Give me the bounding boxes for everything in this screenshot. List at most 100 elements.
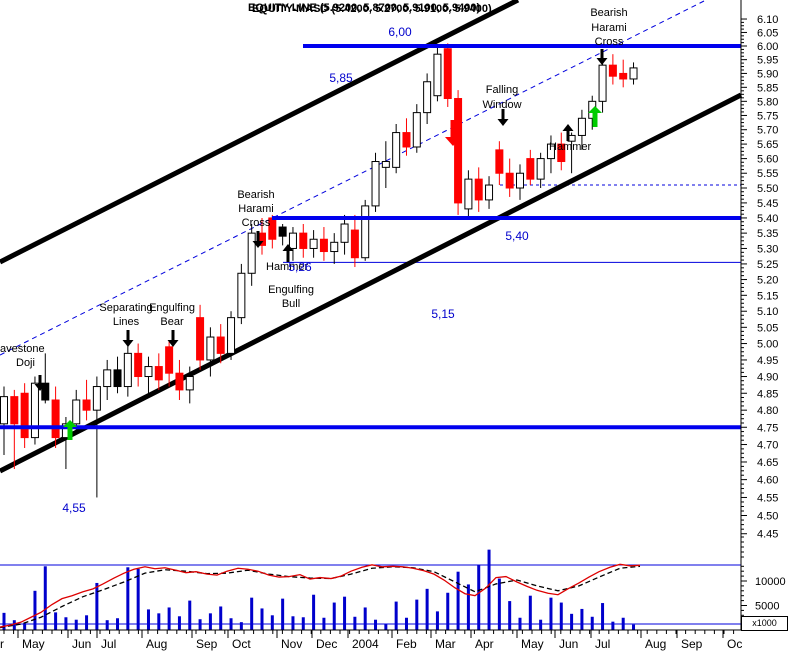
- pattern-annotation: Harami: [591, 22, 626, 34]
- price-axis-tick-label: 5.85: [757, 82, 778, 94]
- candlestick: [41, 382, 50, 401]
- volume-bar: [312, 594, 316, 630]
- volume-bar: [188, 600, 192, 630]
- price-axis-tick-label: 5.50: [757, 183, 778, 195]
- month-axis-label: Apr: [475, 637, 494, 651]
- pattern-annotation: Falling: [486, 84, 518, 96]
- candlestick: [82, 399, 91, 411]
- price-level-label: 5,15: [431, 307, 455, 321]
- month-axis-label: May: [22, 637, 45, 651]
- price-axis-tick-label: 5.30: [757, 243, 778, 255]
- price-axis-tick-label: 5.65: [757, 139, 778, 151]
- price-axis-tick-label: 5.80: [757, 96, 778, 108]
- price-axis-tick-label: 5.90: [757, 68, 778, 80]
- candlestick: [577, 117, 586, 136]
- month-axis-label: Sep: [681, 637, 703, 651]
- month-axis-label: May: [521, 637, 544, 651]
- price-axis-tick-label: 5.55: [757, 168, 778, 180]
- price-axis-tick-label: 4.85: [757, 388, 778, 400]
- volume-bar: [394, 601, 398, 630]
- price-axis-tick-label: 5.95: [757, 55, 778, 67]
- month-axis-label: r: [0, 637, 4, 651]
- price-axis-tick-label: 6.00: [757, 41, 778, 53]
- price-axis-tick-label: 4.55: [757, 492, 778, 504]
- volume-bar: [343, 596, 347, 630]
- price-axis-tick-label: 4.90: [757, 372, 778, 384]
- chart-title-secondary: EQUITY-MASD (5.4200, 5.2700, 5.9100, 5.9…: [252, 3, 492, 15]
- volume-bar: [219, 606, 223, 630]
- volume-bar: [167, 607, 171, 630]
- candlestick: [185, 376, 194, 391]
- candlestick: [20, 392, 29, 439]
- pattern-annotation: Cross: [242, 217, 271, 229]
- volume-bar: [528, 595, 532, 630]
- price-axis-tick-label: 5.25: [757, 259, 778, 271]
- volume-bar: [456, 571, 460, 630]
- up-arrow-icon: [588, 106, 602, 113]
- price-axis-tick-label: 4.60: [757, 475, 778, 487]
- pattern-annotation: avestone: [0, 343, 45, 355]
- candlestick: [237, 272, 246, 319]
- month-axis-label: Jun: [559, 637, 578, 651]
- price-level-label: 5,40: [505, 229, 529, 243]
- price-axis-tick-label: 5.40: [757, 213, 778, 225]
- up-arrow-icon: [282, 244, 294, 251]
- pattern-annotation: Lines: [113, 316, 140, 328]
- down-arrow-icon: [122, 340, 134, 347]
- pattern-annotation: Engulfing: [268, 284, 314, 296]
- month-axis-label: Jul: [595, 637, 610, 651]
- volume-bar: [95, 582, 99, 630]
- candlestick: [485, 184, 494, 201]
- candlestick: [443, 48, 452, 100]
- volume-bar: [446, 592, 450, 630]
- price-axis-tick-label: 5.60: [757, 154, 778, 166]
- volume-bar: [281, 598, 285, 630]
- volume-bar: [146, 609, 150, 630]
- candlestick: [196, 317, 205, 361]
- volume-bar: [74, 619, 78, 630]
- month-axis-label: Dec: [316, 637, 337, 651]
- candlestick: [619, 72, 628, 80]
- month-axis-label: Oct: [232, 637, 251, 651]
- candlestick: [454, 98, 463, 204]
- candlestick: [51, 399, 60, 439]
- chart-title-primary: EQUITY LINE (5.9200, 5.8700, 5.9100, 5.9…: [248, 2, 481, 14]
- pattern-annotation: Cross: [595, 36, 624, 48]
- volume-bar: [363, 607, 367, 630]
- month-axis-label: Aug: [146, 637, 167, 651]
- volume-ma-red: [0, 563, 641, 628]
- candlestick: [361, 205, 370, 259]
- volume-bar: [549, 597, 553, 630]
- price-level-label: 4,55: [62, 501, 86, 515]
- volume-bar: [105, 620, 109, 630]
- volume-bar: [43, 566, 47, 630]
- pattern-annotation: Bearish: [237, 189, 274, 201]
- month-axis-label: Feb: [396, 637, 417, 651]
- candlestick: [557, 143, 566, 163]
- candlestick: [433, 53, 442, 97]
- candlestick: [608, 64, 617, 77]
- volume-bar: [2, 612, 6, 630]
- down-arrow-icon: [596, 58, 608, 65]
- volume-bar: [12, 620, 16, 630]
- candlestick: [495, 149, 504, 174]
- candlestick: [299, 232, 308, 249]
- month-axis-label: Jun: [72, 637, 91, 651]
- candlestick: [371, 161, 380, 207]
- price-axis-tick-label: 5.00: [757, 339, 778, 351]
- candlestick: [423, 81, 432, 114]
- pattern-annotation: Window: [482, 99, 521, 111]
- price-level-label: 5,26: [288, 260, 312, 274]
- volume-bar: [435, 611, 439, 630]
- volume-bar: [425, 588, 429, 630]
- volume-bar: [611, 621, 615, 630]
- volume-bar: [601, 603, 605, 630]
- volume-bar: [33, 590, 37, 630]
- candlestick: [278, 226, 287, 237]
- volume-bar: [85, 615, 89, 630]
- candlestick: [412, 112, 421, 148]
- candlestick: [402, 132, 411, 148]
- candlestick: [340, 223, 349, 243]
